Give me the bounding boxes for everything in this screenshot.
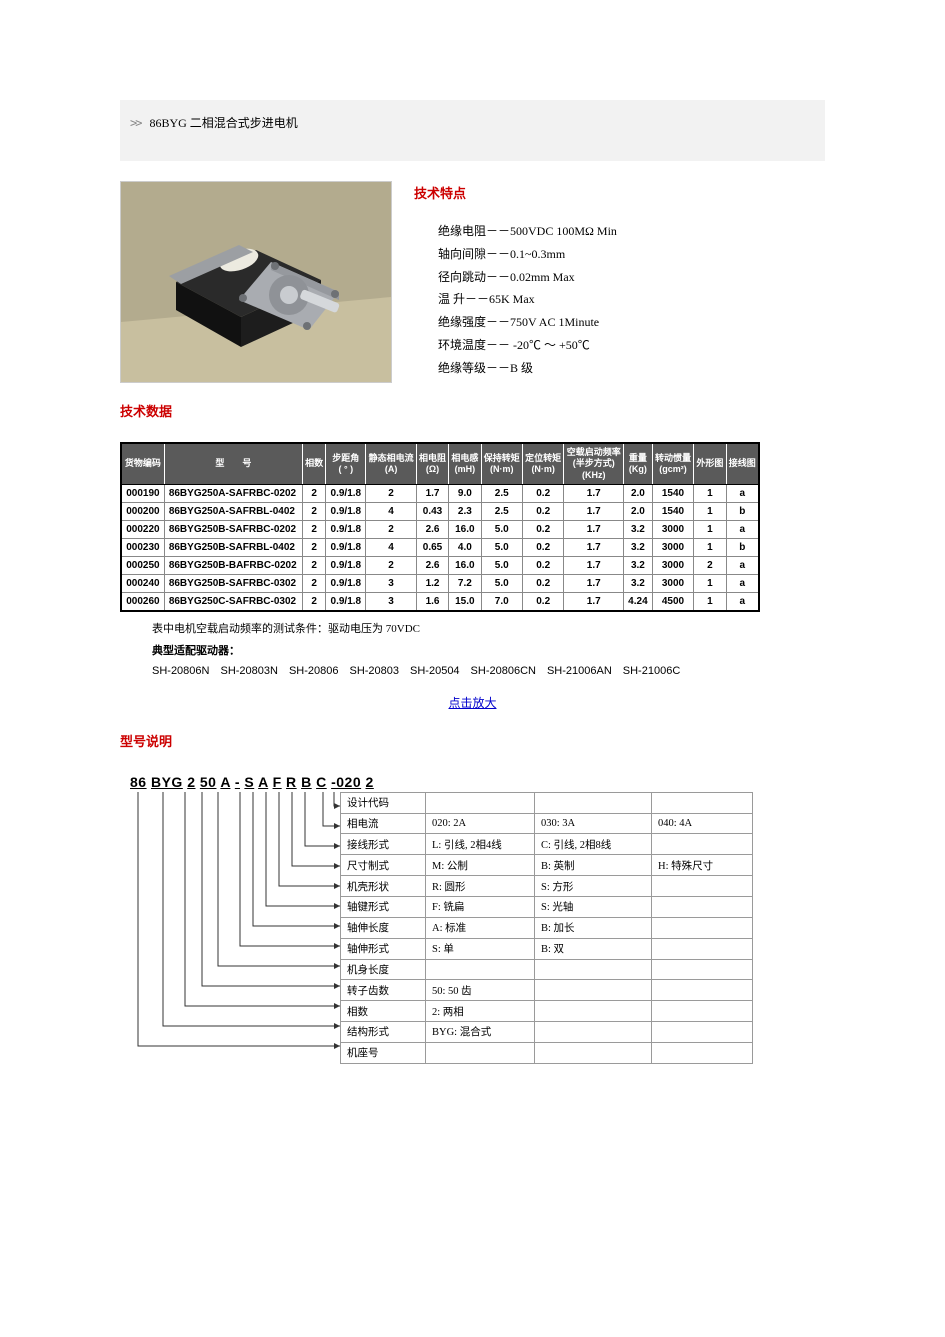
product-photo: [120, 181, 392, 383]
feature-item: 绝缘等级－－B 级: [438, 357, 825, 380]
feature-item: 温 升－－65K Max: [438, 288, 825, 311]
data-heading: 技术数据: [120, 401, 825, 420]
feature-item: 绝缘强度－－750V AC 1Minute: [438, 311, 825, 334]
feature-item: 径向跳动－－0.02mm Max: [438, 266, 825, 289]
spec-table: 货物编码型 号相数步距角( ° )静态相电流(A)相电阻(Ω)相电感(mH)保持…: [120, 442, 825, 612]
page-title: 86BYG 二相混合式步进电机: [149, 116, 297, 130]
bracket-lines: [130, 792, 340, 1064]
feature-item: 轴向间隙－－0.1~0.3mm: [438, 243, 825, 266]
model-heading: 型号说明: [120, 731, 825, 750]
title-bar: >> 86BYG 二相混合式步进电机: [120, 100, 825, 161]
model-diagram: 86 BYG 2 50 A - S A F R B C -020 2 设计代码相…: [130, 774, 825, 1064]
model-code: 86 BYG 2 50 A - S A F R B C -020 2: [130, 774, 825, 790]
driver-list: SH-20806N SH-20803N SH-20806 SH-20803 SH…: [152, 662, 825, 678]
model-map-table: 设计代码相电流020: 2A030: 3A040: 4A接线形式L: 引线, 2…: [340, 792, 753, 1064]
chevron-icon: >>: [130, 116, 140, 130]
table-note: 表中电机空载启动频率的测试条件：驱动电压为 70VDC: [152, 620, 825, 636]
driver-label: 典型适配驱动器：: [152, 642, 825, 658]
features-heading: 技术特点: [414, 183, 825, 202]
zoom-link[interactable]: 点击放大: [448, 696, 496, 710]
features-list: 绝缘电阻－－500VDC 100MΩ Min轴向间隙－－0.1~0.3mm径向跳…: [414, 220, 825, 380]
feature-item: 环境温度－－ -20℃ ～ +50℃: [438, 334, 825, 357]
feature-item: 绝缘电阻－－500VDC 100MΩ Min: [438, 220, 825, 243]
